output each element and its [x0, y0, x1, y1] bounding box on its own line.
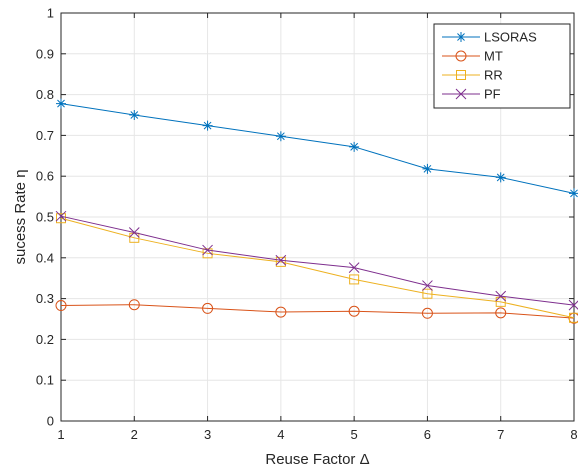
data-point — [495, 290, 507, 302]
y-tick-label: 0.5 — [36, 210, 54, 225]
y-axis-label: sucess Rate η — [12, 169, 29, 264]
data-point — [569, 312, 578, 323]
data-point — [422, 163, 433, 174]
data-point — [455, 50, 467, 62]
x-tick-label: 5 — [351, 427, 358, 442]
data-point — [55, 300, 67, 312]
legend-item-rr: RR — [442, 68, 503, 83]
data-point — [56, 98, 66, 109]
data-point — [275, 254, 287, 266]
data-point — [275, 256, 286, 267]
data-point — [422, 288, 433, 299]
data-point — [456, 70, 466, 80]
data-point — [202, 120, 213, 131]
axis-ticks: 1 2 3 4 5 6 7 8 0 0.1 0.2 0.3 0.4 0.5 0.6 0.7 0.8 0.9 1 — [36, 6, 578, 443]
y-tick-label: 0.8 — [36, 87, 54, 102]
data-point — [275, 306, 287, 318]
legend-box — [433, 23, 571, 109]
data-point — [495, 307, 507, 319]
y-tick-label: 0.2 — [36, 332, 54, 347]
data-point — [275, 131, 286, 142]
data-point — [422, 280, 433, 291]
data-point — [348, 305, 360, 317]
y-tick-label: 0.3 — [36, 291, 54, 306]
data-point — [495, 172, 506, 183]
x-tick-label: 2 — [131, 427, 138, 442]
series-line — [60, 304, 575, 319]
x-axis-label: Reuse Factor Δ — [265, 451, 369, 468]
legend-label: PF — [484, 87, 501, 102]
legend-label: MT — [484, 49, 503, 64]
data-point — [128, 227, 140, 238]
y-tick-label: 0.6 — [36, 169, 54, 184]
legend: LSORAS MT RR PF — [433, 23, 571, 109]
legend-label: LSORAS — [484, 30, 537, 45]
series-line — [60, 103, 575, 194]
x-tick-label: 6 — [424, 427, 431, 442]
data-point — [202, 302, 214, 314]
x-tick-label: 4 — [277, 427, 284, 442]
data-point — [129, 110, 140, 120]
x-tick-label: 8 — [570, 427, 577, 442]
data-point — [56, 213, 66, 224]
series-pf — [55, 210, 578, 311]
y-tick-label: 0 — [47, 414, 54, 429]
data-point — [129, 232, 140, 243]
data-point — [569, 188, 578, 199]
series-mt — [55, 299, 578, 324]
x-tick-label: 3 — [204, 427, 211, 442]
y-tick-label: 0.7 — [36, 128, 54, 143]
grid — [60, 12, 575, 422]
data-point — [349, 141, 360, 152]
data-point — [455, 88, 467, 100]
series-group — [55, 98, 578, 324]
data-point — [348, 262, 360, 273]
data-point — [55, 210, 67, 222]
data-point — [349, 274, 360, 285]
y-tick-label: 0.9 — [36, 46, 54, 61]
y-tick-label: 1 — [47, 6, 54, 21]
y-tick-label: 0.4 — [36, 250, 54, 265]
legend-item-mt: MT — [442, 49, 503, 64]
y-tick-label: 0.1 — [36, 373, 54, 388]
data-point — [568, 299, 578, 311]
series-lsoras — [56, 98, 578, 199]
data-point — [202, 244, 213, 256]
legend-label: RR — [484, 68, 503, 83]
data-point — [128, 299, 140, 311]
data-point — [456, 32, 466, 42]
x-tick-label: 7 — [497, 427, 504, 442]
series-line — [60, 217, 575, 319]
legend-item-pf: PF — [442, 87, 501, 102]
series-line — [60, 215, 575, 306]
series-rr — [56, 213, 578, 323]
legend-item-lsoras: LSORAS — [442, 30, 537, 45]
data-point — [421, 307, 433, 319]
data-point — [202, 248, 213, 259]
x-tick-label: 1 — [57, 427, 64, 442]
data-point — [495, 296, 506, 307]
